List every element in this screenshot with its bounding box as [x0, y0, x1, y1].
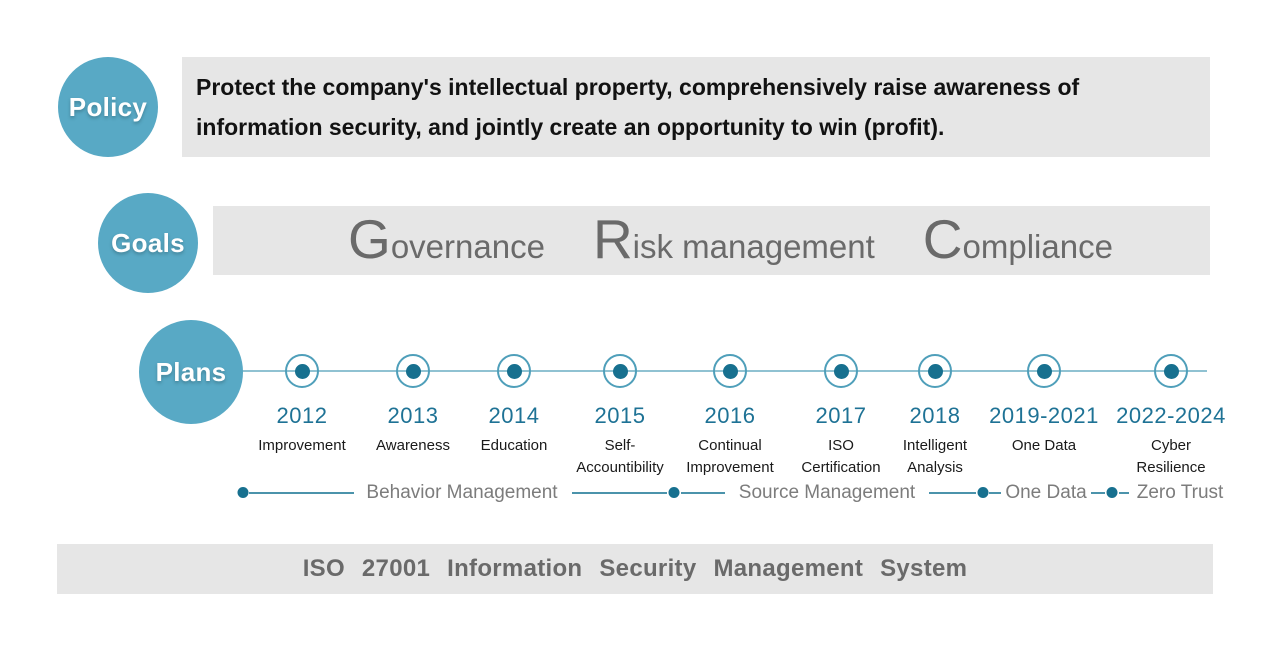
policy-statement-line-2: information security, and jointly create… [196, 114, 945, 140]
phase-line [249, 492, 354, 494]
milestone-year: 2022-2024 [1116, 403, 1226, 428]
phase-label-zero-trust: Zero Trust [1136, 482, 1224, 503]
milestone-label: Cyber Resilience [1136, 437, 1206, 476]
milestone-marker-icon [285, 354, 319, 388]
phase-line [1091, 492, 1105, 494]
goal-governance-initial: G [348, 208, 391, 270]
goal-risk-management: Risk management [593, 212, 875, 267]
policy-statement-panel: Protect the company's intellectual prope… [182, 57, 1210, 157]
policy-badge: Policy [58, 57, 158, 157]
policy-badge-label: Policy [68, 91, 148, 122]
milestone-label: Education [480, 437, 548, 454]
phase-label-behavior-management: Behavior Management [366, 482, 558, 503]
phase-line [1119, 492, 1129, 494]
goals-panel: Governance Risk management Compliance [213, 206, 1210, 275]
timeline-milestone: 2019-2021 One Data [964, 354, 1124, 457]
plans-badge-label: Plans [155, 356, 227, 387]
phase-label-one-data: One Data [1005, 482, 1087, 503]
milestone-marker-icon [603, 354, 637, 388]
phase-label-source-management: Source Management [738, 482, 916, 503]
milestone-label: Awareness [376, 437, 450, 454]
goals-badge: Goals [98, 193, 198, 293]
milestone-marker-icon [824, 354, 858, 388]
milestone-dot-icon [405, 363, 421, 379]
timeline-milestone: 2014 Education [434, 354, 594, 457]
timeline-milestone: 2016 Continual Improvement [650, 354, 810, 479]
goal-risk-management-initial: R [592, 208, 633, 270]
milestone-marker-icon [396, 354, 430, 388]
milestone-year: 2016 [704, 403, 756, 428]
milestone-label: Intelligent Analysis [902, 437, 968, 476]
plans-badge: Plans [139, 320, 243, 424]
timeline-milestone: 2013 Awareness [333, 354, 493, 457]
milestone-year: 2018 [909, 403, 961, 428]
milestone-year: 2019-2021 [989, 403, 1099, 428]
phase-dot-source [668, 487, 680, 498]
goal-compliance-initial: C [922, 208, 963, 270]
iso-27001-title: ISO 27001 Information Security Managemen… [302, 555, 968, 582]
milestone-marker-icon [1154, 354, 1188, 388]
timeline-milestone: 2015 Self- Accountibility [540, 354, 700, 479]
goal-governance: Governance [348, 212, 545, 267]
phase-line [989, 492, 1001, 494]
milestone-marker-icon [918, 354, 952, 388]
milestone-dot-icon [833, 363, 849, 379]
milestone-dot-icon [294, 363, 310, 379]
timeline-milestone: 2018 Intelligent Analysis [855, 354, 1015, 479]
goal-compliance-rest: ompliance [962, 228, 1113, 265]
timeline-milestone: 2022-2024 Cyber Resilience [1091, 354, 1251, 479]
policy-statement-line-1: Protect the company's intellectual prope… [196, 74, 1080, 100]
milestone-label: Improvement [258, 437, 346, 454]
phase-line [572, 492, 667, 494]
milestone-label: Self- Accountibility [576, 437, 664, 476]
milestone-dot-icon [612, 363, 628, 379]
milestone-dot-icon [927, 363, 943, 379]
milestone-year: 2013 [387, 403, 439, 428]
milestone-year: 2012 [276, 403, 328, 428]
phase-line [929, 492, 976, 494]
milestone-year: 2017 [815, 403, 867, 428]
phase-dot-one-data [977, 487, 989, 498]
phase-dot-zero-trust [1106, 487, 1118, 498]
milestone-dot-icon [506, 363, 522, 379]
milestone-marker-icon [1027, 354, 1061, 388]
timeline-milestone: 2017 ISO Certification [761, 354, 921, 479]
phase-line [681, 492, 725, 494]
milestone-year: 2015 [594, 403, 646, 428]
milestone-marker-icon [497, 354, 531, 388]
milestone-dot-icon [722, 363, 738, 379]
milestone-dot-icon [1036, 363, 1052, 379]
phase-dot-behavior [237, 487, 249, 498]
milestone-marker-icon [713, 354, 747, 388]
goal-compliance: Compliance [923, 212, 1113, 267]
goals-badge-label: Goals [111, 227, 185, 258]
milestone-dot-icon [1163, 363, 1179, 379]
timeline-milestone: 2012 Improvement [222, 354, 382, 457]
milestone-label: One Data [1011, 437, 1077, 454]
milestone-year: 2014 [488, 403, 540, 428]
milestone-label: Continual Improvement [686, 437, 774, 476]
goal-governance-rest: overnance [390, 228, 545, 265]
milestone-label: ISO Certification [801, 437, 881, 476]
footer-panel: ISO 27001 Information Security Managemen… [57, 544, 1213, 594]
goal-risk-management-rest: isk management [632, 228, 875, 265]
